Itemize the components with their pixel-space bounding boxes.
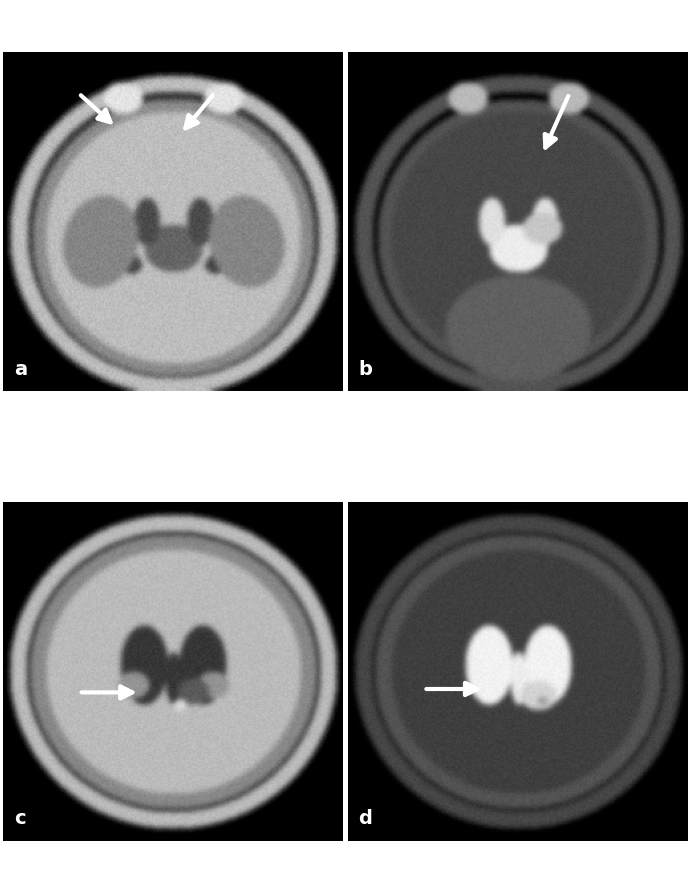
Text: c: c (14, 808, 26, 828)
Text: b: b (359, 359, 372, 378)
Text: d: d (359, 808, 372, 828)
Text: a: a (14, 359, 27, 378)
